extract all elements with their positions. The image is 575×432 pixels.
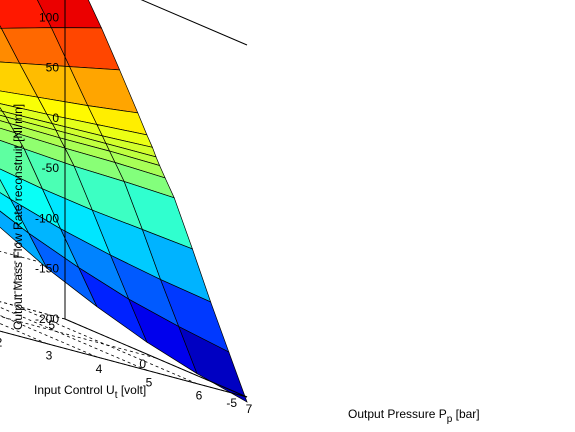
x-tick-label: 5 [146,375,153,389]
z-tick-label: -200 [35,312,59,326]
z-tick-label: 100 [39,10,59,24]
x-tick-label: 4 [96,362,103,376]
z-tick-label: -100 [35,211,59,225]
x-axis-line [0,330,248,398]
x-tick-label: 2 [0,335,3,349]
grid-line-x-2 [0,306,148,371]
z-axis-label: Output Mass Flow Rate reconstruit [Nl/mn… [11,104,25,330]
tick-labels: 150100500-50-100-150-200-505765432 [0,10,253,416]
y-axis-label: Input Control Ut [volt] [34,383,146,401]
grid-line-y-1 [0,315,157,359]
x-axis-label-unit: [bar] [452,407,479,421]
z-axis-top [140,0,248,46]
z-tick-label: 50 [46,61,60,75]
y-tick-label: 0 [139,357,146,371]
y-axis-label-main: Input Control U [34,383,115,397]
x-tick-label: 7 [246,402,253,416]
grid-line-x-3 [0,314,98,358]
z-tick-label: 0 [52,111,59,125]
z-tick-label: -150 [35,262,59,276]
x-axis-label: Output Pressure Pp [bar] [348,407,480,425]
y-axis-label-subscript: t [115,390,118,401]
y-axis-line [64,318,248,398]
surface-mesh [0,0,248,403]
x-tick-label: 6 [196,389,203,403]
x-tick-label: 3 [46,349,53,363]
x-axis-label-subscript: p [447,414,453,425]
z-tick-label: -50 [42,161,60,175]
axes [0,0,248,398]
y-tick-label: 5 [48,318,55,332]
x-axis-label-main: Output Pressure P [348,407,447,421]
y-axis-label-unit: [volt] [118,383,147,397]
y-tick-label: -5 [226,396,237,410]
